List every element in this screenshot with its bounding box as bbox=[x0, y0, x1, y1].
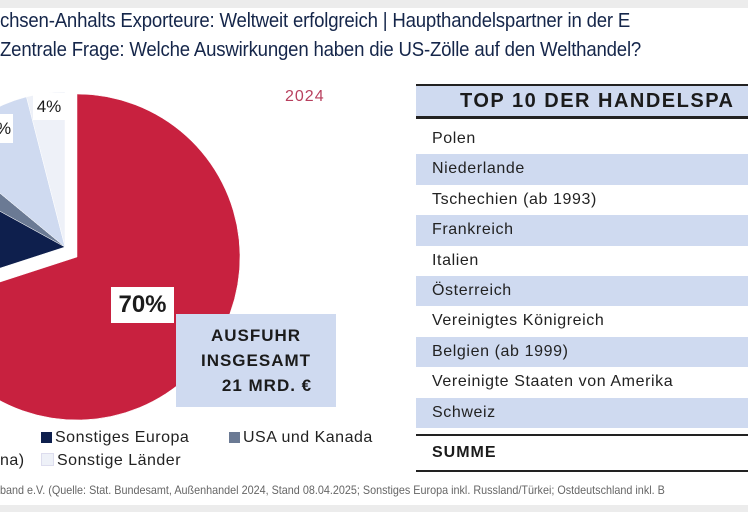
table-row: Polen bbox=[432, 130, 476, 147]
table-row: Österreich bbox=[416, 275, 748, 307]
legend-swatch bbox=[229, 432, 240, 443]
callout-line-3: 21 MRD. € bbox=[221, 376, 313, 395]
legend-label: Sonstiges Europa bbox=[55, 429, 190, 446]
slice-label-cut: % bbox=[0, 114, 13, 143]
table-row: Tschechien (ab 1993) bbox=[432, 190, 597, 208]
legend-label: Sonstige Länder bbox=[57, 452, 182, 469]
year-label: 2024 bbox=[285, 88, 325, 105]
slice-label-main: 70% bbox=[111, 287, 174, 323]
bottom-strip bbox=[0, 505, 748, 512]
table-row: Vereinigtes Königreich bbox=[432, 312, 605, 330]
table-row: Vereinigte Staaten von Amerika bbox=[432, 373, 674, 391]
export-total-callout: AUSFUHR INSGESAMT 21 MRD. € bbox=[176, 314, 336, 407]
source-footnote: band e.V. (Quelle: Stat. Bundesamt, Auße… bbox=[0, 483, 665, 497]
table-title: TOP 10 DER HANDELSPA bbox=[416, 84, 748, 119]
callout-line-1: AUSFUHR bbox=[210, 326, 302, 345]
slice-label-sonstige-laender: 4% bbox=[33, 93, 65, 120]
callout-line-2: INSGESAMT bbox=[200, 351, 312, 370]
sum-row: SUMME bbox=[416, 433, 748, 472]
table-row: Niederlande bbox=[416, 154, 748, 185]
legend-swatch bbox=[41, 432, 52, 443]
title-line-1: chsen-Anhalts Exporteure: Weltweit erfol… bbox=[0, 10, 631, 32]
table-row: Belgien (ab 1999) bbox=[416, 336, 748, 368]
legend-item-sonstige-laender: Sonstige Länder bbox=[41, 452, 181, 470]
legend-item-cut: na) bbox=[0, 452, 25, 469]
legend-item-usa-kanada: USA und Kanada bbox=[229, 429, 373, 447]
table-row: Schweiz bbox=[416, 397, 748, 428]
legend-swatch bbox=[41, 453, 54, 466]
top10-table: TOP 10 DER HANDELSPA Polen Niederlande Tsc… bbox=[416, 84, 748, 472]
top-strip bbox=[0, 0, 748, 8]
legend-item-sonstiges-europa: Sonstiges Europa bbox=[41, 429, 189, 447]
pie-slice-1 bbox=[0, 210, 66, 269]
legend-label: USA und Kanada bbox=[243, 429, 373, 446]
table-row: Italien bbox=[432, 251, 479, 269]
pie-slice-3 bbox=[0, 96, 66, 248]
table-row: Frankreich bbox=[416, 215, 748, 246]
title-line-2: Zentrale Frage: Welche Auswirkungen habe… bbox=[0, 39, 642, 61]
